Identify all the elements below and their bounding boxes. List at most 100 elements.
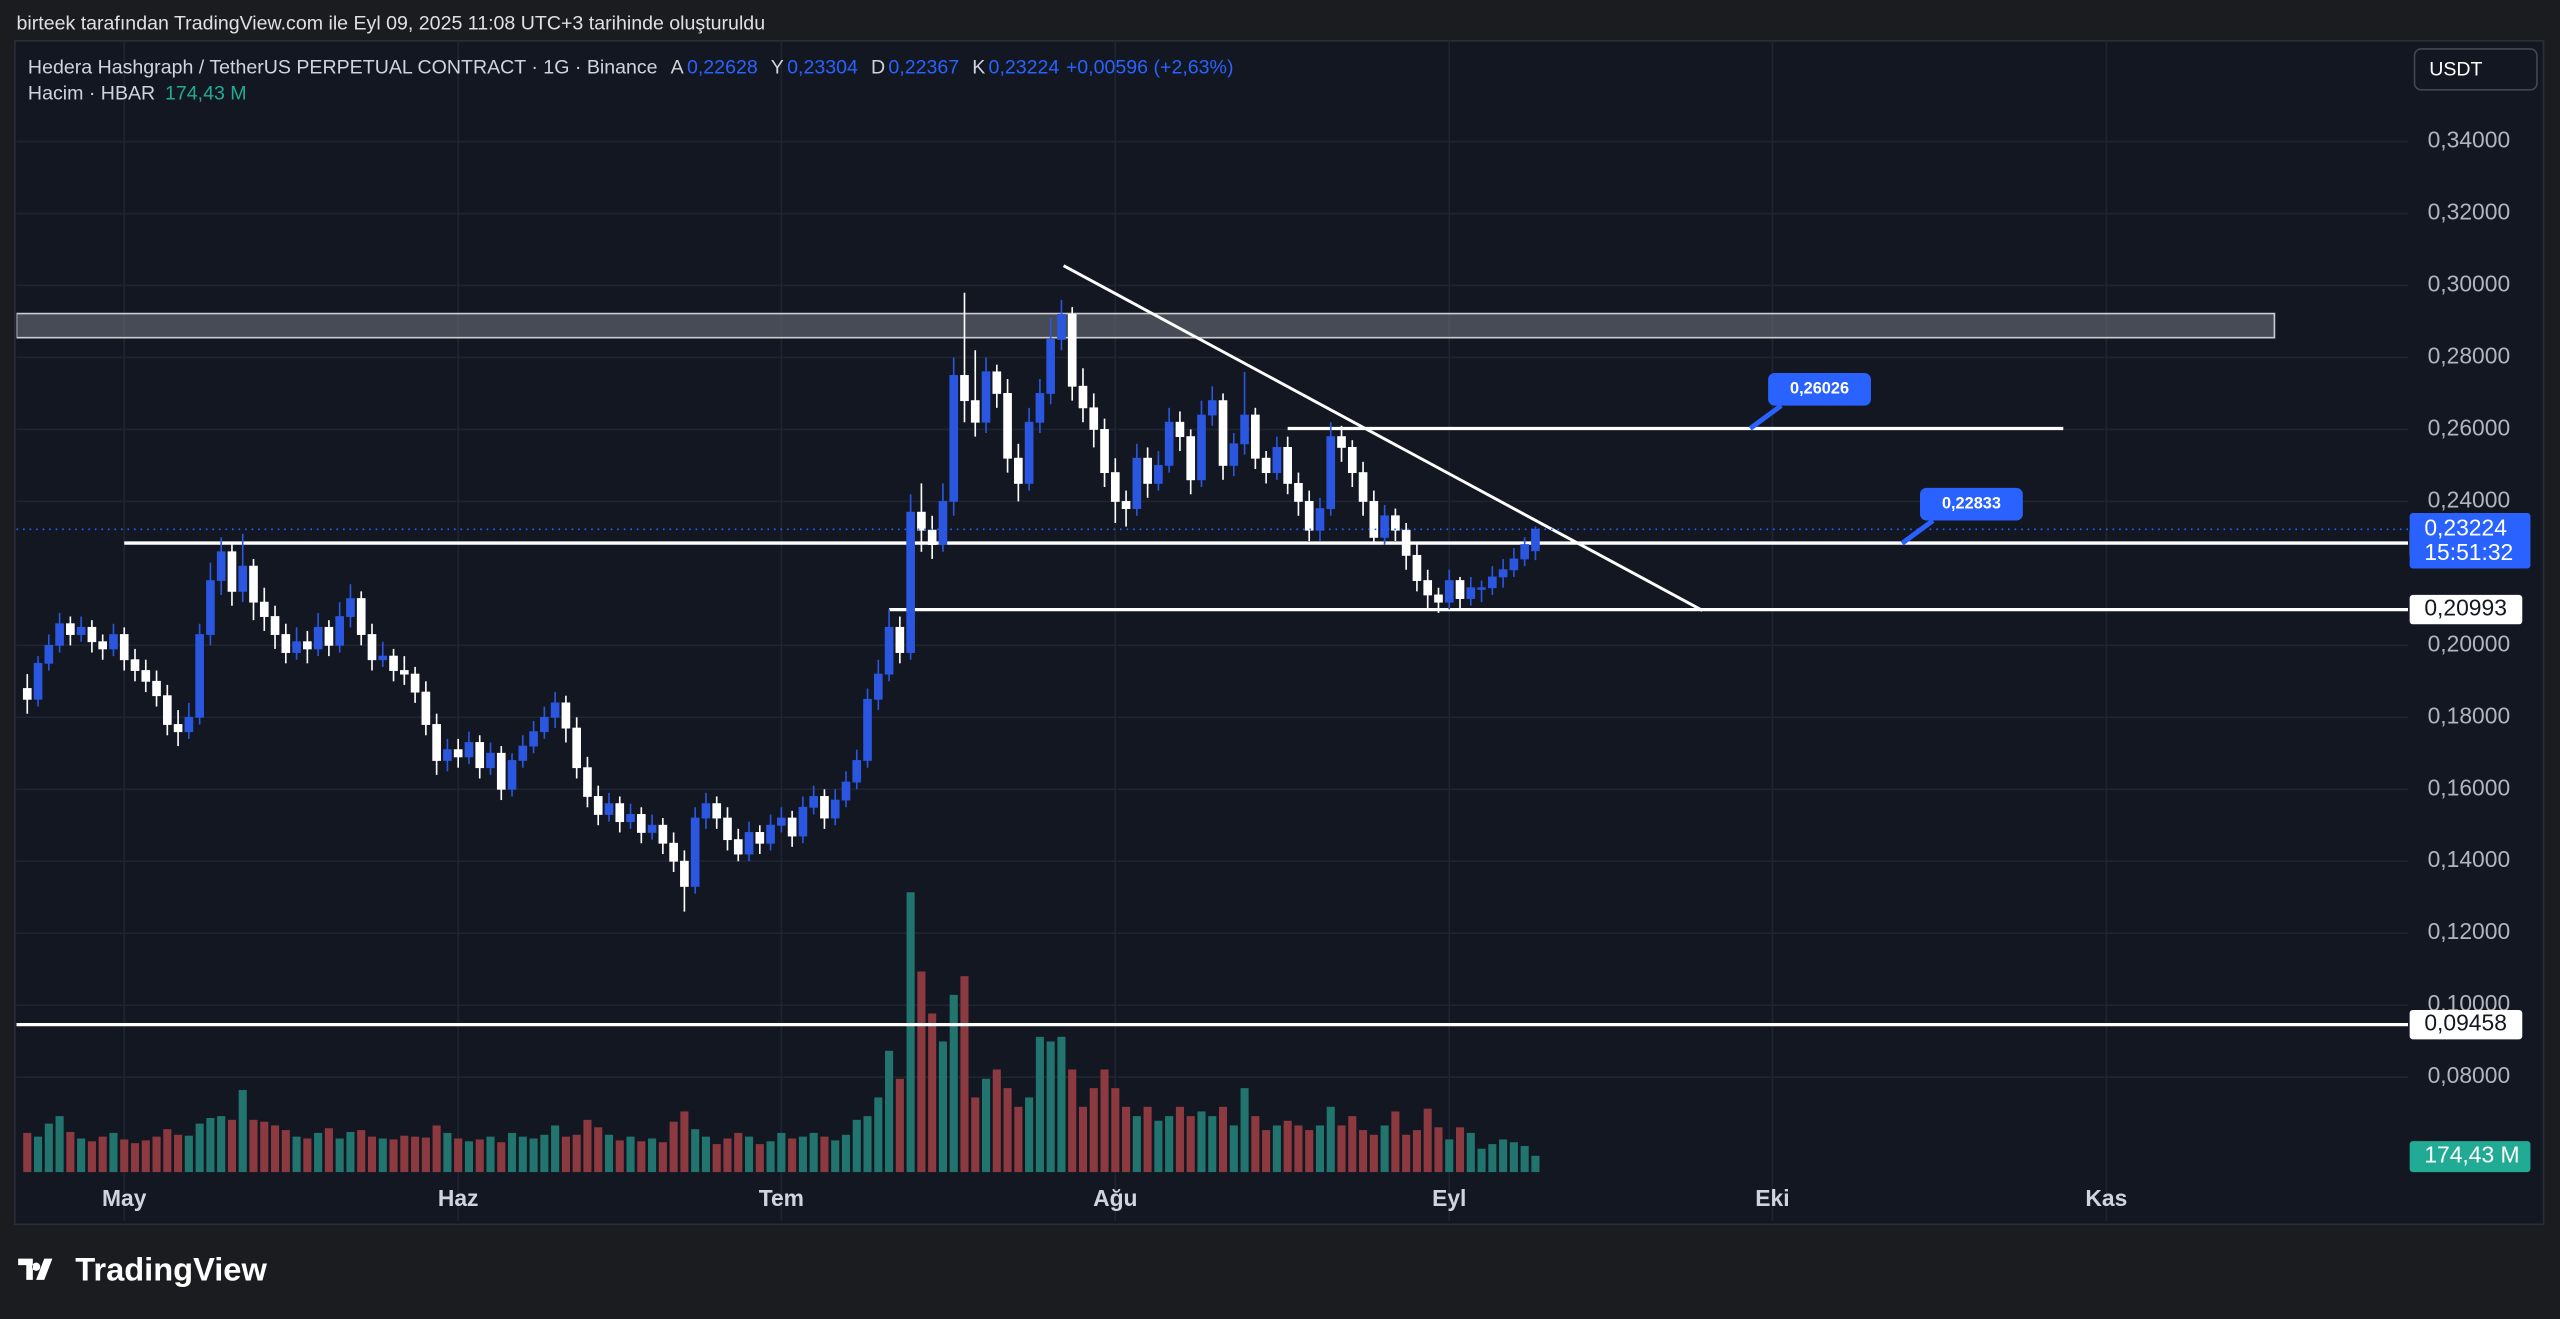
candle-body	[680, 860, 689, 887]
candle-body	[303, 641, 312, 650]
volume-bar	[454, 1138, 463, 1173]
volume-bar	[841, 1134, 851, 1173]
volume-bar	[766, 1141, 775, 1173]
volume-bar	[1488, 1144, 1497, 1173]
currency-button[interactable]: USDT	[2413, 48, 2538, 91]
volume-bar	[271, 1125, 280, 1173]
y-tick-label: 0,16000	[2428, 774, 2511, 800]
candle-body	[1520, 544, 1529, 560]
candle-body	[1283, 447, 1292, 484]
volume-bar	[411, 1136, 420, 1173]
trendline	[1062, 264, 1704, 612]
volume-bar	[863, 1116, 872, 1173]
candle-body	[1078, 385, 1088, 409]
candle-body	[378, 655, 388, 661]
candle-body	[33, 662, 43, 700]
candle-body	[1391, 515, 1400, 531]
candle-body	[777, 817, 786, 826]
candle-body	[1326, 436, 1336, 509]
volume-bar	[44, 1123, 53, 1173]
volume-bar	[109, 1132, 118, 1173]
candle-body	[1509, 558, 1519, 571]
y-tick-label: 0,28000	[2428, 342, 2511, 368]
volume-bar	[421, 1137, 430, 1173]
candle-body	[1218, 400, 1228, 466]
price-scale: 0,080000,100000,120000,140000,160000,180…	[2409, 127, 2531, 1173]
candle-body	[66, 623, 75, 635]
candle-body	[346, 598, 355, 617]
volume-bar	[1165, 1116, 1174, 1173]
volume-bar	[1326, 1106, 1335, 1173]
candle-body	[1014, 457, 1023, 484]
countdown-label: 15:51:32	[2424, 539, 2513, 565]
volume-bar	[1111, 1088, 1120, 1173]
candle-body	[1207, 400, 1217, 416]
currency-label[interactable]: USDT	[2429, 58, 2482, 80]
candle-body	[195, 634, 204, 718]
candle-body	[1261, 457, 1271, 474]
candle-body	[410, 673, 420, 693]
candle-body	[863, 698, 872, 761]
volume-bar	[1283, 1120, 1292, 1173]
volume-title: Hacim · HBAR	[28, 83, 155, 105]
last-price-label: 0,23224	[2424, 514, 2507, 540]
volume-bar	[960, 976, 969, 1173]
volume-bar	[1380, 1125, 1389, 1173]
volume-bar	[1208, 1116, 1217, 1173]
volume-bar	[1089, 1088, 1098, 1173]
candle-body	[669, 842, 678, 862]
candle-body	[1251, 414, 1260, 459]
volume-bar	[680, 1111, 689, 1173]
volume-bar	[1068, 1069, 1077, 1173]
candle-body	[787, 817, 797, 837]
volume-bar	[1240, 1088, 1249, 1173]
volume-bar	[874, 1097, 883, 1173]
candle-body	[1531, 528, 1540, 552]
candle-body	[1089, 407, 1099, 430]
volume-bar	[400, 1135, 409, 1173]
candle-body	[356, 598, 366, 635]
candle-body	[1067, 313, 1077, 387]
volume-bar	[130, 1143, 140, 1173]
y-tick-label: 0,34000	[2428, 127, 2511, 153]
volume-bar	[432, 1125, 441, 1173]
volume-bar	[626, 1136, 635, 1173]
volume-bar	[486, 1136, 495, 1173]
candle-body	[593, 796, 603, 815]
chart-panel	[14, 39, 2545, 1226]
volume-bar	[120, 1139, 129, 1173]
volume-bar	[594, 1127, 603, 1173]
volume-bar	[971, 1097, 980, 1173]
volume-bar	[1455, 1127, 1465, 1173]
candle-body	[173, 724, 183, 733]
y-tick-label: 0,26000	[2428, 414, 2511, 440]
candle-body	[561, 702, 571, 729]
callout-box	[1920, 487, 2023, 521]
candle-body	[324, 626, 334, 646]
volume-bar	[55, 1116, 64, 1173]
currency-button-frame[interactable]	[2413, 48, 2538, 91]
volume-bar	[777, 1132, 786, 1173]
candle-body	[22, 688, 32, 700]
candle-body	[1347, 447, 1357, 474]
volume-bar	[1262, 1130, 1271, 1173]
volume-bar	[551, 1125, 560, 1173]
volume-bar	[1025, 1097, 1034, 1173]
candle-body	[464, 742, 474, 758]
candle-body	[227, 551, 237, 592]
candle-body	[830, 799, 840, 819]
volume-bar	[23, 1132, 32, 1173]
ohlc-value: 0,22628	[687, 57, 758, 79]
candle-body	[76, 626, 86, 635]
candle-body	[701, 803, 711, 819]
volume-bar	[572, 1134, 581, 1173]
logo-icon	[18, 1258, 53, 1280]
volume-bar	[335, 1138, 344, 1173]
volume-bar	[357, 1130, 366, 1173]
ohlc-key: A	[671, 57, 685, 79]
volume-bar	[1499, 1139, 1508, 1173]
candle-body	[1369, 500, 1379, 538]
candle-body	[917, 511, 926, 531]
candle-body	[162, 695, 172, 725]
x-tick-label: Ağu	[1093, 1185, 1137, 1211]
